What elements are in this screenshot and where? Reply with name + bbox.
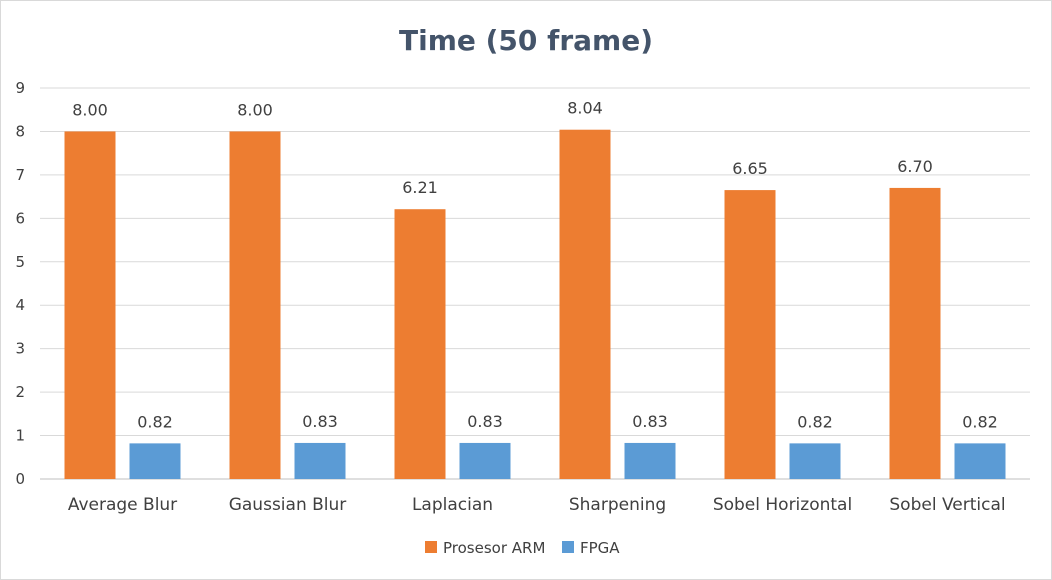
- y-axis: 0 1 2 3 4 5 6 7 8 9: [15, 79, 25, 488]
- legend-label: Prosesor ARM: [443, 539, 545, 557]
- bar: [394, 209, 446, 479]
- bar: [459, 442, 511, 479]
- x-tick-label: Gaussian Blur: [229, 495, 347, 515]
- bar: [954, 443, 1006, 479]
- legend-swatch: [562, 541, 574, 553]
- bar: [229, 131, 281, 479]
- data-label: 0.82: [797, 412, 833, 431]
- data-label: 8.04: [567, 99, 603, 118]
- data-label: 0.83: [632, 412, 668, 431]
- legend-swatch: [425, 541, 437, 553]
- gridlines: [40, 87, 1030, 480]
- data-label: 6.70: [897, 157, 933, 176]
- data-label: 0.82: [962, 412, 998, 431]
- bar: [724, 190, 776, 479]
- data-labels: 8.00 0.82 8.00 0.83 6.21 0.83 8.04 0.83 6.65 0.82…: [72, 99, 998, 432]
- x-tick-label: Sobel Vertical: [889, 495, 1005, 515]
- data-label: 0.82: [137, 412, 173, 431]
- legend-label: FPGA: [580, 539, 620, 557]
- y-tick-label: 9: [15, 79, 25, 97]
- chart-title: Time (50 frame): [399, 24, 653, 57]
- bar: [624, 442, 676, 479]
- bar: [64, 131, 116, 479]
- y-tick-label: 1: [15, 427, 25, 445]
- y-tick-label: 6: [15, 209, 25, 227]
- y-tick-label: 7: [15, 166, 25, 184]
- x-tick-label: Laplacian: [412, 495, 493, 515]
- data-label: 0.83: [467, 412, 503, 431]
- x-tick-label: Sharpening: [569, 495, 666, 515]
- bar: [559, 129, 611, 479]
- y-tick-label: 4: [15, 296, 25, 314]
- bar: [789, 443, 841, 479]
- bar: [294, 442, 346, 479]
- x-tick-label: Average Blur: [68, 495, 177, 515]
- bar: [889, 187, 941, 479]
- y-tick-label: 2: [15, 383, 25, 401]
- y-tick-label: 0: [15, 470, 25, 488]
- bar: [129, 443, 181, 479]
- bars: [64, 129, 1006, 479]
- data-label: 8.00: [72, 100, 108, 119]
- y-tick-label: 5: [15, 253, 25, 271]
- data-label: 6.21: [402, 178, 438, 197]
- x-axis: Average Blur Gaussian Blur Laplacian Sharpe…: [68, 495, 1006, 515]
- x-tick-label: Sobel Horizontal: [713, 495, 852, 515]
- data-label: 6.65: [732, 159, 768, 178]
- y-tick-label: 3: [15, 340, 25, 358]
- y-tick-label: 8: [15, 122, 25, 140]
- data-label: 8.00: [237, 100, 273, 119]
- data-label: 0.83: [302, 412, 338, 431]
- legend: Prosesor ARM FPGA: [425, 539, 620, 557]
